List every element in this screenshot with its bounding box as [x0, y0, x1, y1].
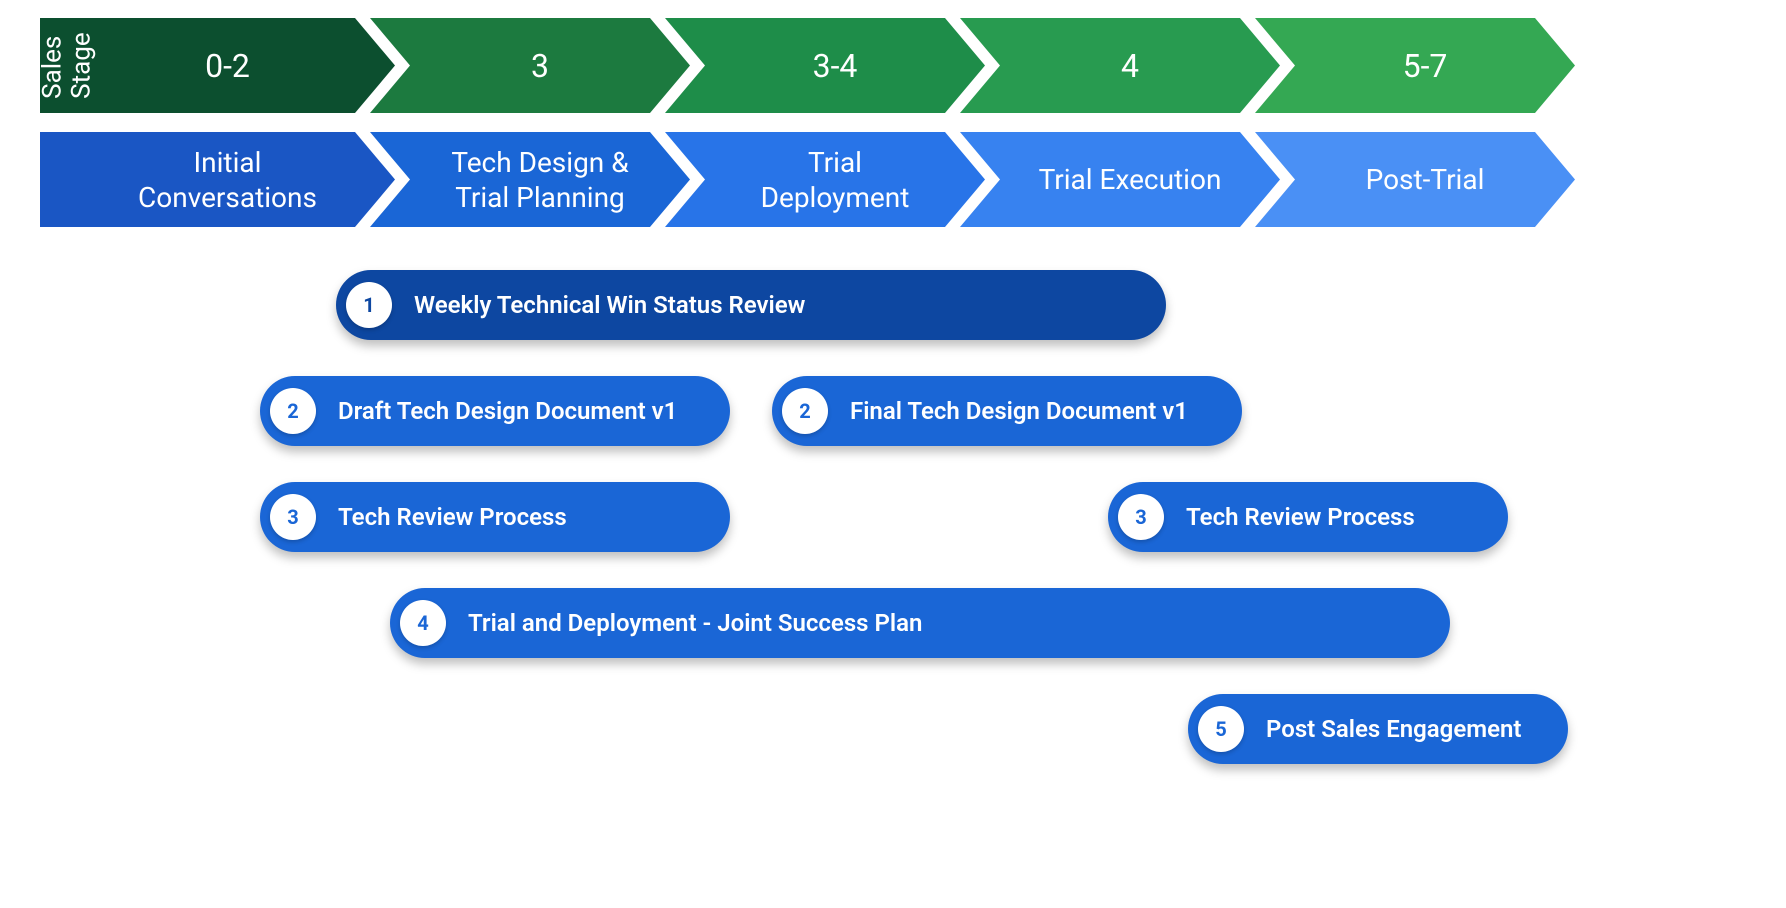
activity-number-5: 4 — [400, 600, 446, 646]
activity-label-6: Post Sales Engagement — [1266, 715, 1521, 743]
phase-chevron-4: Post-Trial — [1255, 132, 1575, 227]
phase-chevron-2: TrialDeployment — [665, 132, 985, 227]
phase-label-3: Trial Execution — [999, 162, 1242, 197]
activity-number-6: 5 — [1198, 706, 1244, 752]
activity-label-2: Final Tech Design Document v1 — [850, 397, 1188, 425]
activity-pill-0: 1 Weekly Technical Win Status Review — [336, 270, 1166, 340]
activity-pill-6: 5 Post Sales Engagement — [1188, 694, 1568, 764]
phase-chevron-1: Tech Design &Trial Planning — [370, 132, 690, 227]
activity-label-4: Tech Review Process — [1186, 503, 1415, 531]
phase-label-2: TrialDeployment — [721, 145, 930, 215]
activity-pill-4: 3 Tech Review Process — [1108, 482, 1508, 552]
activity-pill-1: 2 Draft Tech Design Document v1 — [260, 376, 730, 446]
activity-number-0: 1 — [346, 282, 392, 328]
sales-stage-axis-label: SalesStage — [20, 18, 115, 113]
activity-label-3: Tech Review Process — [338, 503, 567, 531]
stage-label-3: 4 — [1081, 46, 1159, 86]
activity-number-2: 2 — [782, 388, 828, 434]
phase-chevron-0: InitialConversations — [40, 132, 395, 227]
stage-label-0: 0-2 — [165, 46, 270, 86]
stage-chevron-4: 5-7 — [1255, 18, 1575, 113]
activity-number-4: 3 — [1118, 494, 1164, 540]
activity-label-5: Trial and Deployment - Joint Success Pla… — [468, 609, 922, 637]
phase-label-1: Tech Design &Trial Planning — [411, 145, 648, 215]
phase-label-4: Post-Trial — [1326, 162, 1505, 197]
phase-chevron-3: Trial Execution — [960, 132, 1280, 227]
sales-stage-axis-label-text: SalesStage — [39, 32, 96, 98]
stage-chevron-2: 3-4 — [665, 18, 985, 113]
stage-label-4: 5-7 — [1363, 46, 1468, 86]
stage-label-2: 3-4 — [773, 46, 878, 86]
stage-chevron-1: 3 — [370, 18, 690, 113]
stage-chevron-3: 4 — [960, 18, 1280, 113]
activity-label-1: Draft Tech Design Document v1 — [338, 397, 677, 425]
activity-pill-2: 2 Final Tech Design Document v1 — [772, 376, 1242, 446]
activity-number-1: 2 — [270, 388, 316, 434]
activity-pill-5: 4 Trial and Deployment - Joint Success Pl… — [390, 588, 1450, 658]
activity-number-3: 3 — [270, 494, 316, 540]
phase-label-0: InitialConversations — [98, 145, 337, 215]
activity-pill-3: 3 Tech Review Process — [260, 482, 730, 552]
activity-label-0: Weekly Technical Win Status Review — [414, 291, 805, 319]
stage-label-1: 3 — [491, 46, 569, 86]
